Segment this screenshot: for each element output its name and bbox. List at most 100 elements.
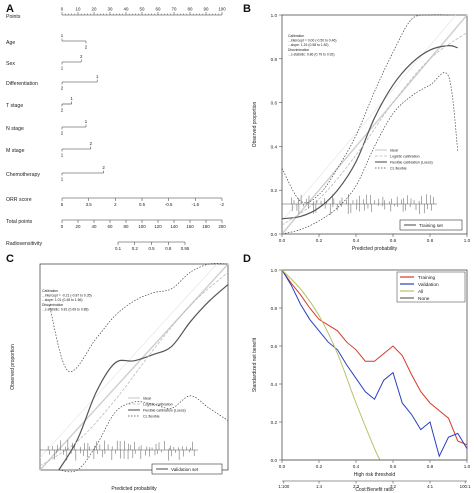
legend-label: Training <box>418 275 435 281</box>
row-label: N stage <box>6 126 24 132</box>
y-tick-label: 0.0 <box>271 232 278 237</box>
y-tick-label: 0.0 <box>271 458 278 463</box>
level-label: 1 <box>61 33 64 38</box>
secondary-tick-label: 3:2 <box>390 484 397 489</box>
calibration-stat: ...intercept = -0.21 (-0.87 to 0.35) <box>42 294 92 298</box>
calibration-stat: Discrimination <box>288 48 309 52</box>
plot-frame <box>39 263 229 471</box>
secondary-tick-label: 100:1 <box>460 484 472 489</box>
tick-label: 40 <box>124 7 129 12</box>
x-axis-label: Predicted probability <box>352 246 398 252</box>
secondary-axis-label: Cost:Benefit ratio <box>355 487 394 493</box>
tick-label: 60 <box>108 224 113 229</box>
calibration-curve <box>49 263 229 373</box>
x-axis-label: High risk threshold <box>354 472 396 478</box>
legend-label: Ideal <box>143 397 151 401</box>
tick-label: 5 <box>61 202 64 207</box>
level-label: 2 <box>85 45 88 50</box>
calibration-curve <box>281 72 459 235</box>
tick-label: 80 <box>124 224 129 229</box>
ideal-line <box>281 14 468 235</box>
tick-label: -0.5 <box>165 202 173 207</box>
legend-label: Logistic calibration <box>143 403 173 407</box>
x-axis-label: Predicted probability <box>111 486 157 492</box>
level-label: 2 <box>61 108 64 113</box>
panel-b-letter: B <box>243 3 251 15</box>
y-tick-label: 1.0 <box>271 13 278 18</box>
tick-label: 3.5 <box>86 202 93 207</box>
y-axis-label: Observed proportion <box>252 101 258 147</box>
secondary-tick-label: 4:1 <box>427 484 434 489</box>
x-tick-label: 1.0 <box>464 238 471 243</box>
tick-label: 60 <box>156 7 161 12</box>
x-tick-label: 0.8 <box>427 238 434 243</box>
tick-label: 200 <box>218 224 226 229</box>
level-label: 1 <box>61 66 64 71</box>
tick-label: 80 <box>188 7 193 12</box>
net-benefit-curve <box>281 269 381 461</box>
tick-label: 2 <box>114 202 117 207</box>
decision-curve-panel: 0.0 0.2 0.4 0.6 0.8 1.0 0.0 0.2 0.4 0.6 0.8 1.0 High… <box>252 268 471 493</box>
tick-label: 0.1 <box>115 246 122 251</box>
tick-label: 10 <box>76 7 81 12</box>
x-tick-label: 0.6 <box>390 464 397 469</box>
tick-label: 180 <box>202 224 210 229</box>
calibration-stat: Discrimination <box>42 303 63 307</box>
calibration-curve <box>281 45 458 220</box>
panel-d-letter: D <box>243 253 251 265</box>
set-label-text: Validation set <box>171 467 199 472</box>
tick-label: 90 <box>204 7 209 12</box>
y-tick-label: 0.2 <box>271 420 278 425</box>
set-label-text: Training set <box>419 223 444 228</box>
row-label: T stage <box>6 103 23 109</box>
row-label: Total points <box>6 219 33 225</box>
level-label: 1 <box>61 153 64 158</box>
tick-label: 40 <box>92 224 97 229</box>
set-label-box <box>151 463 223 475</box>
level-label: 2 <box>61 131 64 136</box>
tick-label: 20 <box>92 7 97 12</box>
calibration-stat: ...intercept = 0.00 (-0.50 to 0.46) <box>288 39 337 43</box>
legend-label: Flexible calibration (Loess) <box>390 161 433 165</box>
y-axis-label: Standardized net benefit <box>252 337 258 392</box>
tick-label: 160 <box>186 224 194 229</box>
legend-label: Flexible calibration (Loess) <box>143 409 186 413</box>
y-axis-label: Observed proportion <box>10 344 16 390</box>
calibration-stat: ...slope: 1.15 (0.58 to 1.82) <box>288 43 329 47</box>
tick-label: 0.95 <box>181 246 190 251</box>
legend-label: None <box>418 296 430 302</box>
legend-label: Ideal <box>390 149 398 153</box>
tick-label: -2 <box>220 202 224 207</box>
row-label: Radiosensitivity <box>6 241 42 247</box>
level-label: 2 <box>61 86 64 91</box>
legend-label: CL flexible <box>390 167 407 171</box>
x-tick-label: 0.8 <box>427 464 434 469</box>
y-tick-label: 0.6 <box>271 101 278 106</box>
calibration-curve <box>281 14 449 204</box>
set-label-box <box>399 219 463 231</box>
legend-label: Logistic calibration <box>390 155 420 159</box>
net-benefit-curve <box>281 269 468 446</box>
plot-frame <box>281 14 468 235</box>
x-tick-label: 0.0 <box>279 238 286 243</box>
x-tick-label: 0.6 <box>390 238 397 243</box>
row-label: Points <box>6 14 21 20</box>
tick-label: 140 <box>170 224 178 229</box>
tick-label: 100 <box>218 7 226 12</box>
secondary-tick-label: 2:3 <box>353 484 360 489</box>
tick-label: 0.5 <box>139 202 146 207</box>
calibration-curve <box>39 271 229 467</box>
tick-label: 0 <box>61 7 64 12</box>
x-tick-label: 0.4 <box>353 464 360 469</box>
y-tick-label: 0.6 <box>271 344 278 349</box>
level-label: 1 <box>70 96 73 101</box>
ideal-band <box>281 14 457 222</box>
tick-label: -1.5 <box>192 202 200 207</box>
level-label: 2 <box>90 141 93 146</box>
legend-label: CL flexible <box>143 415 160 419</box>
tick-label: 30 <box>108 7 113 12</box>
calibration-validation-panel: Predicted probability Observed proportion… <box>10 263 229 492</box>
y-tick-label: 0.8 <box>271 306 278 311</box>
